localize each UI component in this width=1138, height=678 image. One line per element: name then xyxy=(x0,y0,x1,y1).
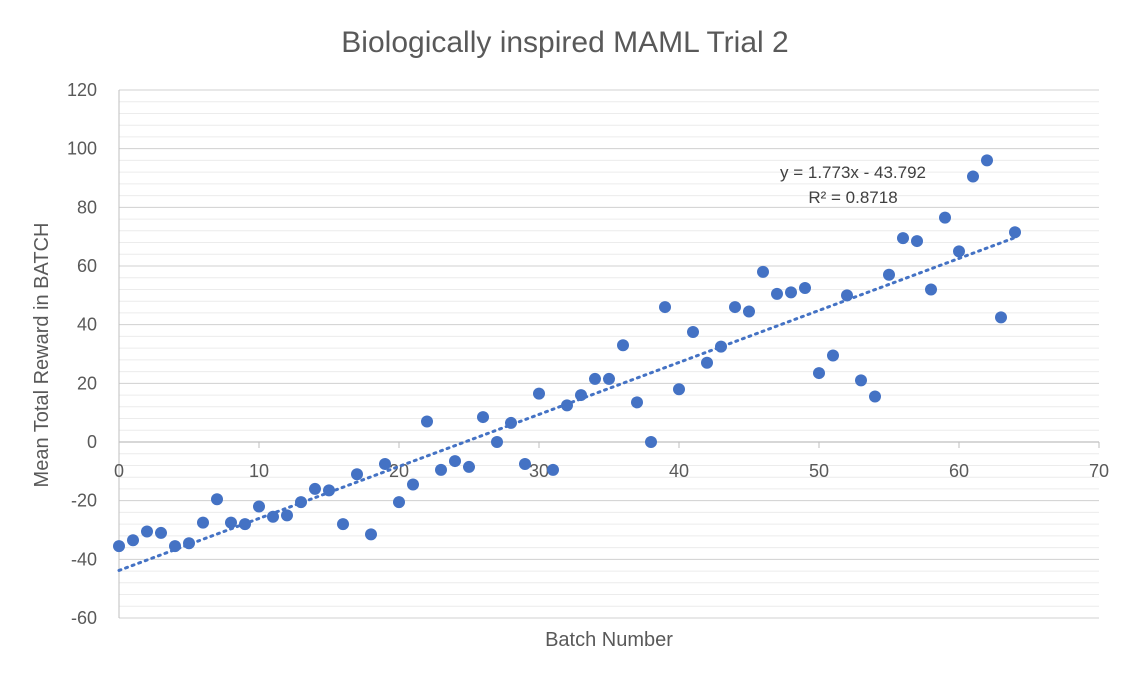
minor-gridlines xyxy=(119,101,1099,607)
data-point xyxy=(225,516,237,529)
data-point xyxy=(183,537,195,550)
data-point xyxy=(631,396,643,409)
x-tick-label: 20 xyxy=(389,461,409,481)
x-axis-label: Batch Number xyxy=(545,629,673,651)
x-tick-label: 50 xyxy=(809,461,829,481)
data-point xyxy=(351,468,363,481)
data-point xyxy=(561,399,573,412)
data-point xyxy=(589,372,601,385)
data-point xyxy=(407,478,419,491)
data-point xyxy=(253,500,265,513)
chart-title: Biologically inspired MAML Trial 2 xyxy=(341,26,788,59)
major-gridlines xyxy=(119,89,1099,619)
y-tick-label: 120 xyxy=(67,80,97,100)
x-tick-label: 0 xyxy=(114,461,124,481)
data-point xyxy=(533,387,545,400)
data-point xyxy=(771,287,783,300)
data-point xyxy=(281,509,293,522)
data-point xyxy=(645,436,657,448)
tick-labels: -60 -40 -20 0 20 40 60 80 100 120 0 10 20 30 40 50 60 70 xyxy=(67,80,1109,628)
data-point xyxy=(925,283,937,296)
x-tick-label: 30 xyxy=(529,461,549,481)
data-point xyxy=(267,510,279,523)
y-tick-label: 80 xyxy=(77,197,97,217)
data-point xyxy=(491,436,503,448)
data-point xyxy=(547,463,559,476)
data-point xyxy=(169,540,181,553)
data-point xyxy=(239,518,251,531)
y-tick-label: 60 xyxy=(77,256,97,276)
y-tick-label: 100 xyxy=(67,139,97,159)
data-point xyxy=(827,349,839,362)
data-point xyxy=(841,289,853,302)
data-point xyxy=(1009,226,1021,239)
data-point xyxy=(995,311,1007,324)
data-point xyxy=(575,389,587,402)
data-point xyxy=(141,525,153,538)
y-tick-label: -40 xyxy=(71,549,97,569)
data-point xyxy=(701,356,713,369)
data-point xyxy=(785,286,797,299)
data-point xyxy=(519,458,531,470)
data-point xyxy=(729,301,741,314)
y-tick-label: -20 xyxy=(71,491,97,511)
axes xyxy=(118,90,1100,618)
data-points xyxy=(113,154,1021,553)
y-tick-label: 0 xyxy=(87,432,97,452)
data-point xyxy=(869,390,881,403)
data-point xyxy=(687,326,699,338)
data-point xyxy=(911,235,923,248)
data-point xyxy=(603,372,615,385)
x-tick-label: 60 xyxy=(949,461,969,481)
data-point xyxy=(813,367,825,380)
data-point xyxy=(897,232,909,245)
trendline-r-squared: R² = 0.8718 xyxy=(808,188,897,207)
data-point xyxy=(463,460,475,473)
data-point xyxy=(365,528,377,541)
y-tick-label: -60 xyxy=(71,608,97,628)
data-point xyxy=(757,265,769,278)
data-point xyxy=(449,455,461,468)
data-point xyxy=(715,340,727,353)
data-point xyxy=(659,301,671,314)
x-tick-label: 40 xyxy=(669,461,689,481)
data-point xyxy=(477,411,489,424)
data-point xyxy=(421,415,433,428)
x-tick-label: 70 xyxy=(1089,461,1109,481)
y-axis-label: Mean Total Reward in BATCH xyxy=(31,223,53,488)
trendline-equation: y = 1.773x - 43.792 xyxy=(780,163,926,182)
data-point xyxy=(155,526,167,539)
data-point xyxy=(337,518,349,531)
data-point xyxy=(127,534,139,547)
data-point xyxy=(379,458,391,470)
data-point xyxy=(505,416,517,429)
data-point xyxy=(981,154,993,167)
data-point xyxy=(939,211,951,224)
data-point xyxy=(883,268,895,281)
data-point xyxy=(673,383,685,396)
y-tick-label: 40 xyxy=(77,315,97,335)
data-point xyxy=(113,540,125,553)
data-point xyxy=(197,516,209,529)
data-point xyxy=(743,305,755,318)
x-tick-label: 10 xyxy=(249,461,269,481)
data-point xyxy=(617,339,629,352)
data-point xyxy=(309,482,321,495)
data-point xyxy=(323,484,335,497)
data-point xyxy=(435,463,447,476)
data-point xyxy=(211,493,223,506)
y-tick-label: 20 xyxy=(77,373,97,393)
data-point xyxy=(295,496,307,509)
data-point xyxy=(393,496,405,509)
data-point xyxy=(799,282,811,294)
data-point xyxy=(953,245,965,258)
data-point xyxy=(855,374,867,387)
data-point xyxy=(967,170,979,183)
